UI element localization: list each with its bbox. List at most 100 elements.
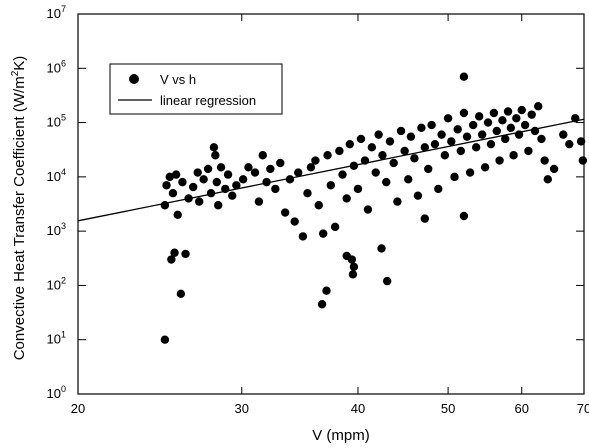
data-point bbox=[214, 201, 223, 210]
data-point bbox=[211, 151, 220, 160]
y-tick-label: 101 bbox=[47, 330, 66, 347]
data-point bbox=[294, 168, 303, 177]
data-point bbox=[165, 172, 174, 182]
data-point bbox=[212, 177, 221, 187]
data-point bbox=[420, 214, 430, 223]
data-point bbox=[342, 194, 351, 203]
data-point bbox=[216, 163, 226, 172]
data-point bbox=[195, 197, 204, 206]
data-point bbox=[199, 175, 208, 184]
data-point bbox=[417, 123, 426, 133]
data-point bbox=[160, 335, 170, 344]
data-point bbox=[509, 151, 518, 160]
data-point bbox=[565, 139, 574, 149]
y-tick-base: 10 bbox=[47, 223, 61, 238]
legend-label: linear regression bbox=[160, 93, 256, 108]
data-point bbox=[404, 175, 413, 184]
y-tick-label: 107 bbox=[47, 4, 66, 21]
y-axis-title: Convective Heat Transfer Coefficient (W/… bbox=[10, 56, 28, 361]
y-axis-title-superscript: 2 bbox=[10, 70, 21, 76]
data-point bbox=[266, 164, 275, 174]
y-tick-label: 102 bbox=[47, 275, 66, 292]
data-point bbox=[335, 146, 344, 156]
plot-frame bbox=[77, 13, 585, 395]
data-point bbox=[314, 201, 323, 210]
data-point bbox=[188, 182, 198, 192]
data-point bbox=[512, 114, 521, 123]
x-tick-label: 50 bbox=[441, 401, 455, 416]
data-point bbox=[244, 163, 253, 172]
x-tick-label: 70 bbox=[577, 401, 589, 416]
x-tick-label: 30 bbox=[235, 401, 249, 416]
data-point bbox=[424, 164, 433, 174]
data-point bbox=[203, 164, 213, 174]
data-point bbox=[385, 137, 395, 146]
regression-line bbox=[77, 118, 585, 222]
data-point bbox=[276, 158, 285, 168]
data-point bbox=[534, 102, 543, 111]
data-point bbox=[459, 72, 469, 81]
data-point bbox=[371, 168, 380, 177]
data-point bbox=[537, 134, 546, 144]
data-point bbox=[382, 276, 392, 286]
y-axis-title-part: K) bbox=[11, 56, 28, 71]
y-tick-exponent: 3 bbox=[61, 221, 66, 231]
data-point bbox=[303, 188, 312, 198]
legend-box bbox=[109, 63, 283, 115]
data-point bbox=[506, 123, 516, 133]
data-point bbox=[440, 151, 450, 160]
data-point bbox=[489, 108, 499, 118]
y-tick-base: 10 bbox=[47, 60, 61, 75]
data-point bbox=[338, 170, 347, 179]
legend-marker-dot bbox=[129, 74, 139, 84]
data-point bbox=[543, 175, 553, 184]
data-point bbox=[483, 118, 493, 127]
data-point bbox=[258, 151, 267, 160]
data-point bbox=[330, 222, 340, 232]
data-point bbox=[471, 143, 481, 152]
data-point bbox=[503, 107, 513, 116]
data-point bbox=[427, 120, 436, 130]
data-point bbox=[382, 177, 391, 187]
data-point bbox=[271, 184, 280, 194]
data-point bbox=[323, 151, 332, 160]
data-point bbox=[280, 208, 290, 217]
y-tick-exponent: 5 bbox=[61, 113, 66, 123]
data-point bbox=[456, 146, 466, 156]
data-point bbox=[453, 125, 462, 134]
data-point bbox=[486, 139, 496, 149]
data-point bbox=[254, 197, 264, 206]
y-tick-base: 10 bbox=[47, 6, 61, 21]
data-point bbox=[474, 112, 484, 121]
data-point bbox=[389, 158, 398, 168]
data-point bbox=[480, 163, 490, 172]
data-point bbox=[363, 205, 373, 214]
data-point bbox=[459, 211, 469, 221]
data-point bbox=[290, 217, 299, 226]
data-point bbox=[353, 184, 363, 194]
data-point bbox=[559, 130, 568, 139]
data-point bbox=[356, 134, 366, 144]
y-tick-exponent: 7 bbox=[61, 4, 66, 14]
data-point bbox=[374, 130, 383, 139]
y-tick-base: 10 bbox=[47, 115, 61, 130]
data-point bbox=[318, 229, 328, 238]
data-point bbox=[406, 132, 416, 141]
data-point bbox=[223, 170, 233, 179]
data-point bbox=[413, 191, 423, 200]
y-axis-title-part: Convective Heat Transfer Coefficient (W/… bbox=[11, 76, 28, 360]
data-point bbox=[517, 105, 526, 115]
data-point bbox=[162, 181, 171, 190]
data-point bbox=[173, 210, 182, 220]
data-point bbox=[501, 134, 510, 144]
data-point bbox=[396, 126, 406, 136]
data-point bbox=[495, 156, 504, 165]
data-point bbox=[447, 137, 456, 146]
data-point bbox=[367, 143, 377, 152]
data-point bbox=[524, 146, 533, 156]
y-tick-exponent: 4 bbox=[61, 167, 66, 177]
data-point bbox=[171, 170, 181, 179]
data-point bbox=[238, 175, 248, 184]
